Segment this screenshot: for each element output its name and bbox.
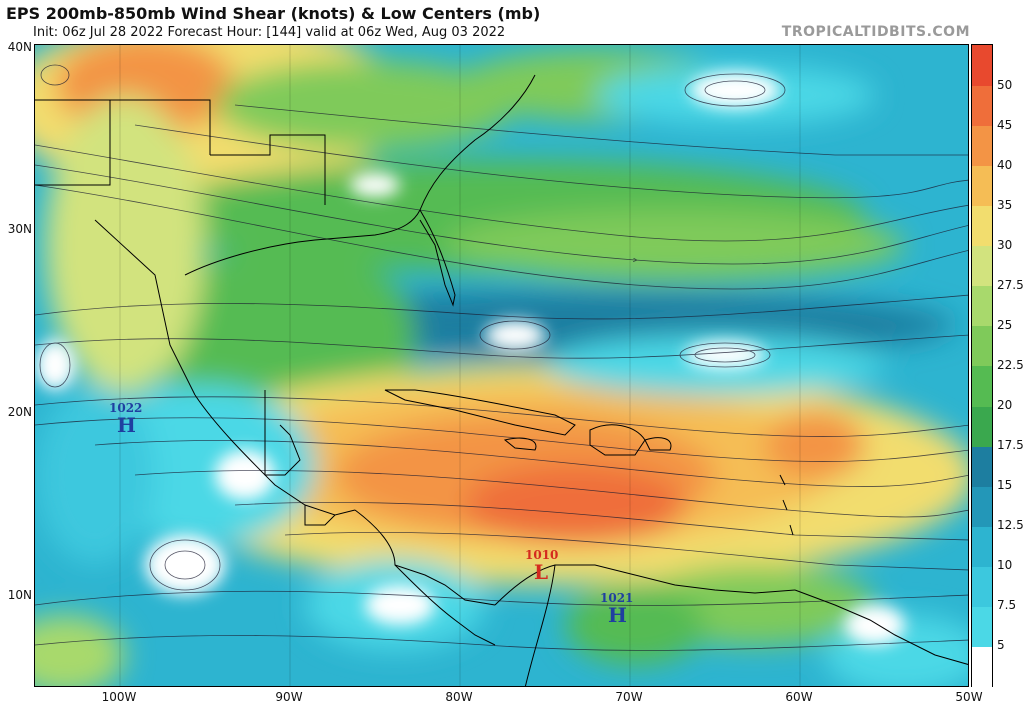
streamlines bbox=[35, 64, 968, 651]
colorbar-segment bbox=[972, 45, 992, 86]
colorbar-segment bbox=[972, 605, 992, 647]
colorbar-label: 10 bbox=[997, 558, 1013, 572]
high-pressure-value: 1022 bbox=[109, 401, 143, 415]
graticule bbox=[119, 45, 801, 686]
high-pressure-marker: H bbox=[117, 413, 136, 437]
map-subtitle: Init: 06z Jul 28 2022 Forecast Hour: [14… bbox=[33, 25, 506, 40]
shear-colorbar bbox=[971, 44, 993, 687]
colorbar-segment bbox=[972, 325, 992, 367]
wind-shear-map bbox=[34, 44, 969, 687]
lat-label: 20N bbox=[7, 405, 32, 419]
high-pressure-marker: H bbox=[608, 603, 627, 627]
lon-label: 70W bbox=[615, 690, 643, 704]
colorbar-segment bbox=[972, 405, 992, 447]
lon-label: 100W bbox=[101, 690, 137, 704]
colorbar-label: 50 bbox=[997, 78, 1013, 92]
colorbar-label: 5 bbox=[997, 638, 1005, 652]
colorbar-segment bbox=[972, 165, 992, 207]
low-pressure-marker: L bbox=[534, 560, 549, 584]
colorbar-label: 7.5 bbox=[997, 598, 1017, 612]
colorbar-segment bbox=[972, 285, 992, 327]
header: EPS 200mb-850mb Wind Shear (knots) & Low… bbox=[0, 0, 1024, 42]
colorbar-segment bbox=[972, 485, 992, 527]
colorbar-label: 30 bbox=[997, 238, 1013, 252]
colorbar-label: 45 bbox=[997, 118, 1013, 132]
lat-label: 40N bbox=[7, 40, 32, 54]
lat-label: 30N bbox=[7, 222, 32, 236]
colorbar-segment bbox=[972, 645, 992, 687]
colorbar-segment bbox=[972, 125, 992, 167]
colorbar-label: 25 bbox=[997, 318, 1013, 332]
colorbar-segment bbox=[972, 365, 992, 407]
lat-label: 10N bbox=[7, 588, 32, 602]
low-pressure-value: 1010 bbox=[525, 548, 559, 562]
shear-field bbox=[35, 45, 968, 686]
brand-watermark[interactable]: TROPICALTIDBITS.COM bbox=[781, 24, 970, 40]
colorbar-label: 20 bbox=[997, 398, 1013, 412]
high-pressure-value: 1021 bbox=[600, 591, 634, 605]
lon-label: 80W bbox=[445, 690, 473, 704]
lon-label: 90W bbox=[275, 690, 303, 704]
colorbar-label: 40 bbox=[997, 158, 1013, 172]
colorbar-segment bbox=[972, 245, 992, 287]
colorbar-label: 35 bbox=[997, 198, 1013, 212]
colorbar-label: 17.5 bbox=[997, 438, 1024, 452]
lon-label: 60W bbox=[785, 690, 813, 704]
colorbar-segment bbox=[972, 525, 992, 567]
colorbar-label: 15 bbox=[997, 478, 1013, 492]
colorbar-label: 12.5 bbox=[997, 518, 1024, 532]
colorbar-label: 27.5 bbox=[997, 278, 1024, 292]
map-title: EPS 200mb-850mb Wind Shear (knots) & Low… bbox=[6, 4, 541, 23]
coastlines-and-borders bbox=[35, 74, 968, 686]
colorbar-segment bbox=[972, 205, 992, 247]
colorbar-label: 22.5 bbox=[997, 358, 1024, 372]
colorbar-segment bbox=[972, 85, 992, 127]
colorbar-segment bbox=[972, 565, 992, 607]
lon-label: 50W bbox=[955, 690, 983, 704]
colorbar-segment bbox=[972, 445, 992, 487]
